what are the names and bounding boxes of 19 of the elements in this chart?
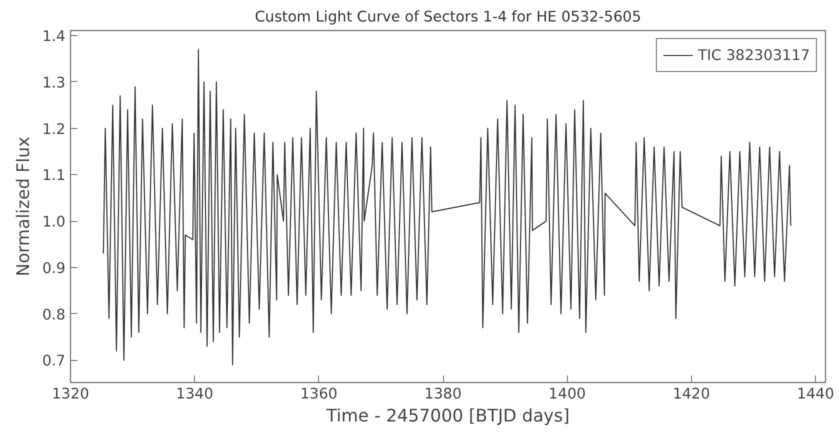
y-tick-label: 1.2 — [42, 120, 66, 138]
x-tick-label: 1340 — [176, 386, 214, 402]
x-tick-label: 1400 — [548, 386, 586, 402]
x-tick-label: 1440 — [796, 386, 834, 402]
x-tick-label: 1320 — [52, 386, 90, 402]
y-tick-label: 1.1 — [42, 167, 66, 184]
chart-title: Custom Light Curve of Sectors 1-4 for HE 0532-5605 — [254, 8, 642, 26]
x-tick-label: 1420 — [672, 386, 710, 402]
y-tick-label: 1.4 — [42, 28, 66, 46]
y-tick-label: 1.0 — [42, 214, 66, 231]
x-axis-title: Time - 2457000 [BTJD days] — [325, 406, 570, 426]
y-axis-title: Normalized Flux — [14, 136, 34, 276]
y-tick-label: 0.7 — [42, 352, 66, 370]
x-tick-label: 1360 — [300, 386, 338, 402]
x-tick-label: 1380 — [424, 386, 462, 402]
y-tick-label: 0.9 — [42, 260, 66, 277]
legend-label: TIC 382303117 — [698, 46, 810, 64]
y-tick-label: 0.8 — [42, 306, 66, 324]
y-tick-label: 1.3 — [42, 74, 66, 92]
